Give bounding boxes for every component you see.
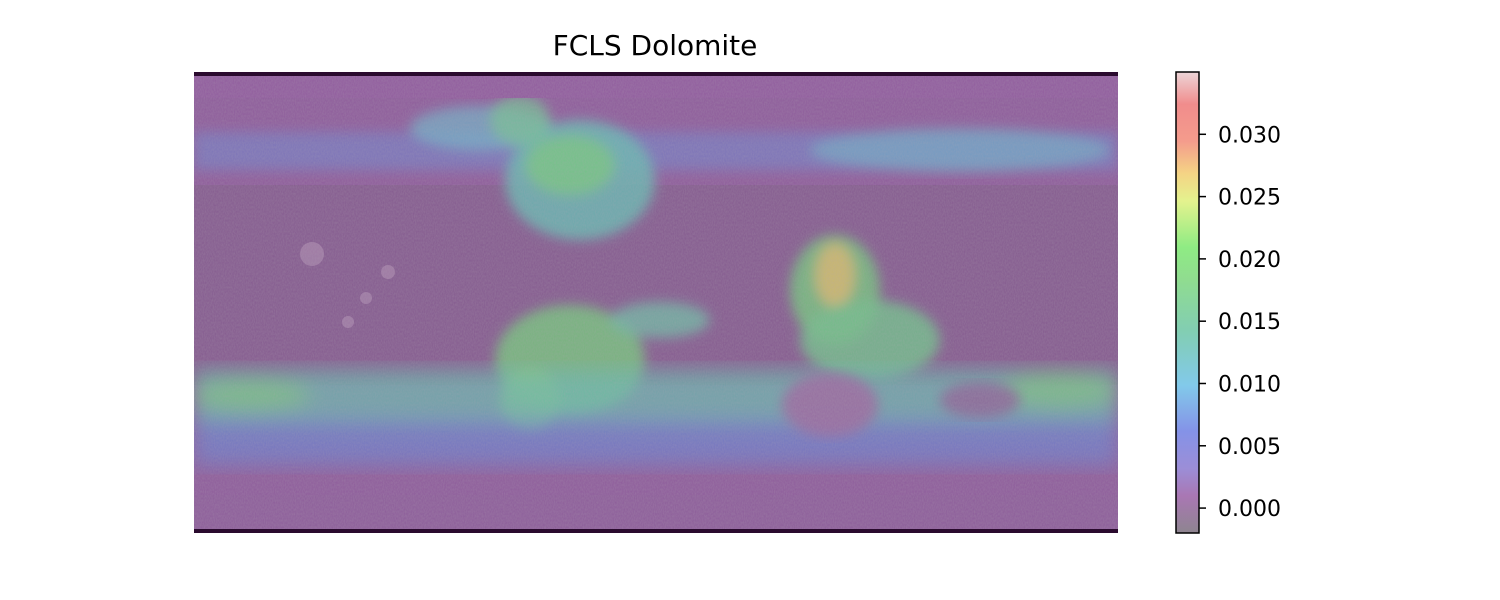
colorbar-tick-label: 0.020 <box>1218 248 1281 273</box>
colorbar: 0.000 0.005 0.010 0.015 0.020 0.025 0.030 <box>1175 71 1281 534</box>
chart-title: FCLS Dolomite <box>553 29 758 62</box>
colorbar-frame <box>1175 71 1200 534</box>
colorbar-tick-label: 0.005 <box>1218 435 1281 460</box>
colorbar-tick-label: 0.000 <box>1218 497 1281 522</box>
map-top-edge <box>194 72 1118 76</box>
colorbar-ticks: 0.000 0.005 0.010 0.015 0.020 0.025 0.030 <box>1199 123 1281 522</box>
colorbar-tick-label: 0.015 <box>1218 310 1281 335</box>
map-texture <box>194 76 1118 529</box>
mars-dolomite-map <box>194 76 1118 529</box>
colorbar-fill <box>1176 72 1199 533</box>
colorbar-tick-label: 0.025 <box>1218 186 1281 211</box>
colorbar-tick-label: 0.010 <box>1218 372 1281 397</box>
colorbar-tick-label: 0.030 <box>1218 123 1281 148</box>
map-bottom-edge <box>194 529 1118 533</box>
